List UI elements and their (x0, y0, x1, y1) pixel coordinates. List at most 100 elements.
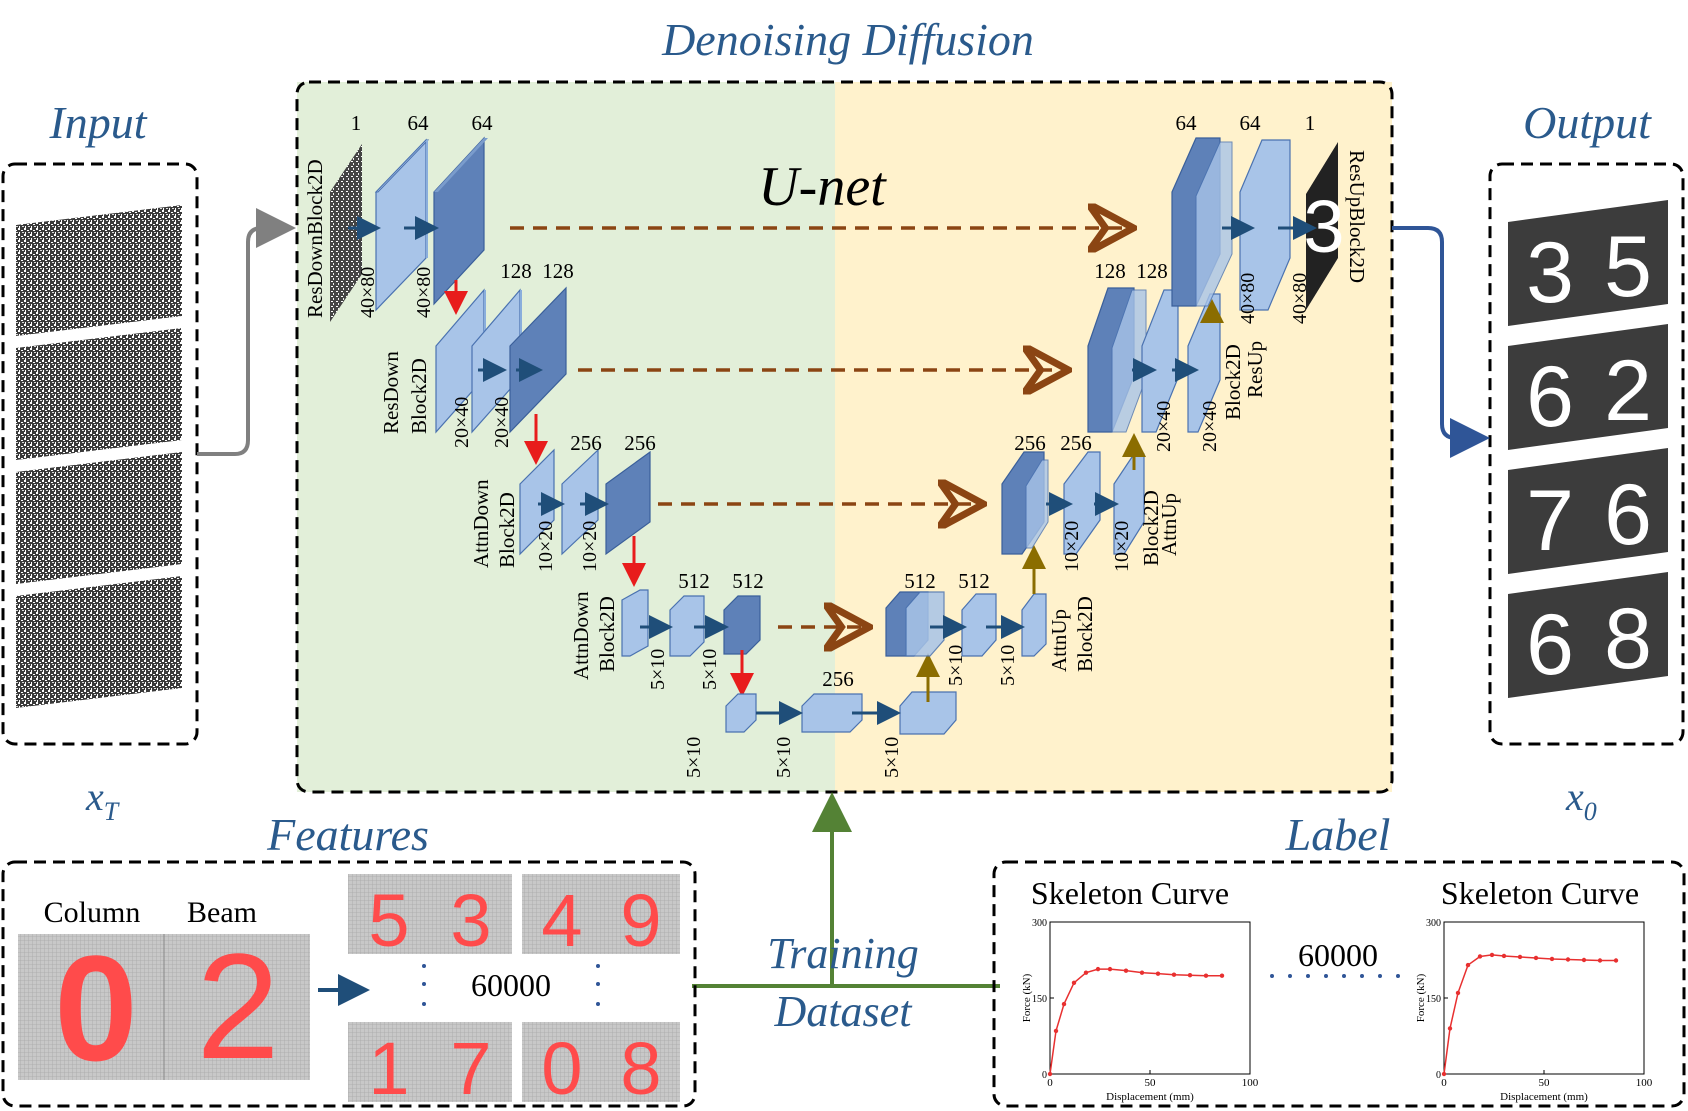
feature-block (723, 595, 761, 655)
x-tick-label: 50 (1539, 1077, 1551, 1089)
data-point (1171, 972, 1177, 977)
x-0-label: x0 (1565, 774, 1597, 826)
channel-label: 512 (678, 569, 710, 593)
channel-label: 128 (500, 259, 532, 283)
y-tick-label: 150 (1032, 994, 1047, 1005)
block-label: AttnDown (569, 591, 593, 680)
channel-label: 512 (958, 569, 990, 593)
x-tick-label: 100 (1636, 1077, 1653, 1089)
input-arrow (197, 208, 296, 456)
x-tick-label: 0 (1441, 1077, 1447, 1089)
feature-block (801, 693, 863, 733)
output-sample (1508, 448, 1668, 574)
dim-label: 40×80 (413, 267, 435, 318)
feature-digit: 8 (620, 1027, 661, 1110)
channel-label: 64 (1176, 111, 1198, 135)
channel-label: 1 (351, 111, 362, 135)
data-point (1095, 966, 1101, 972)
plot-area (1443, 921, 1645, 1075)
dim-label: 20×40 (1153, 401, 1175, 452)
dim-label: 40×80 (1237, 273, 1259, 324)
feature-digit: 1 (368, 1027, 409, 1110)
feature-block (1171, 137, 1233, 307)
label-frame (992, 860, 1686, 1108)
x-tick-label: 0 (1047, 1077, 1053, 1089)
feature-thumb (430, 1022, 512, 1102)
dim-label: 5×10 (997, 645, 1019, 686)
data-point (1083, 970, 1089, 975)
training-label: Training (767, 929, 919, 978)
y-axis-label: Force (kN) (1415, 973, 1427, 1022)
block-label: Block2D (1221, 344, 1245, 420)
noisy-sample (16, 205, 182, 336)
output-digit: 8 (1604, 591, 1652, 687)
data-point (1047, 1071, 1053, 1077)
data-point (1053, 1028, 1059, 1034)
feature-block (669, 595, 705, 657)
data-point (1477, 954, 1483, 959)
data-point (1447, 1026, 1453, 1031)
data-point (1533, 955, 1539, 961)
dim-label: 5×10 (683, 737, 705, 778)
data-point (1187, 973, 1193, 978)
noisy-sample (16, 328, 182, 460)
dataset-label: Dataset (774, 987, 914, 1036)
data-point (1597, 958, 1603, 963)
denoising-title: Denoising Diffusion (661, 14, 1034, 65)
plot-area (1049, 921, 1251, 1075)
channel-label: 256 (822, 667, 854, 691)
dim-label: 40×80 (1289, 273, 1311, 324)
skeleton-curve-chart-right: 0 50 100 0 150 300 Displacement (mm) Force (kN) (1415, 918, 1653, 1103)
feature-block (519, 448, 555, 556)
features-title: Features (266, 809, 429, 860)
sample-digit: 2 (196, 922, 279, 1090)
dim-label: 5×10 (647, 649, 669, 690)
block-label: Block2D (1073, 596, 1097, 672)
ellipsis-dots (422, 964, 600, 1006)
feature-block (899, 691, 957, 735)
feature-block (1001, 451, 1049, 555)
dim-label: 5×10 (699, 649, 721, 690)
feature-digit: 0 (541, 1027, 582, 1110)
output-digit: 6 (1526, 349, 1574, 445)
dim-label: 20×40 (491, 397, 513, 448)
data-point (1455, 990, 1461, 996)
skeleton-curve-line (1443, 954, 1616, 1075)
output-digit: 5 (1604, 219, 1652, 315)
feature-thumb (602, 1022, 680, 1102)
noisy-samples (16, 205, 182, 708)
data-point (1441, 1071, 1447, 1077)
data-point (1203, 973, 1209, 978)
noisy-sample (16, 576, 182, 708)
data-point (1517, 954, 1523, 960)
block-label: ResDown (379, 351, 403, 434)
features-count: 60000 (471, 967, 551, 1003)
feature-digit: 4 (541, 879, 582, 962)
channel-label: 256 (624, 431, 656, 455)
x-axis-label: Displacement (mm) (1106, 1091, 1194, 1103)
output-digit: 6 (1526, 597, 1574, 693)
data-point (1139, 970, 1145, 975)
output-arrow (1392, 226, 1490, 458)
noisy-sample (16, 452, 182, 584)
channel-label: 64 (1240, 111, 1262, 135)
features-frame (1, 860, 697, 1108)
skeleton-curve-line (1049, 968, 1222, 1075)
channel-label: 64 (472, 111, 494, 135)
data-point (1155, 971, 1161, 976)
y-axis-label: Force (kN) (1021, 973, 1033, 1022)
feature-thumb (522, 874, 602, 954)
data-point (1123, 968, 1129, 973)
feature-grid: 5 3 4 9 1 7 0 8 (348, 874, 680, 1110)
output-digit-slice (1306, 142, 1338, 310)
column-label: Column (44, 896, 141, 929)
output-frame (1488, 162, 1685, 746)
feature-thumb (522, 1022, 602, 1102)
feature-digit: 3 (450, 879, 491, 962)
beam-image (164, 934, 310, 1080)
data-point (1501, 953, 1507, 959)
data-point (1489, 952, 1495, 958)
feature-block (561, 448, 599, 556)
block-label: AttnUp (1157, 493, 1181, 556)
